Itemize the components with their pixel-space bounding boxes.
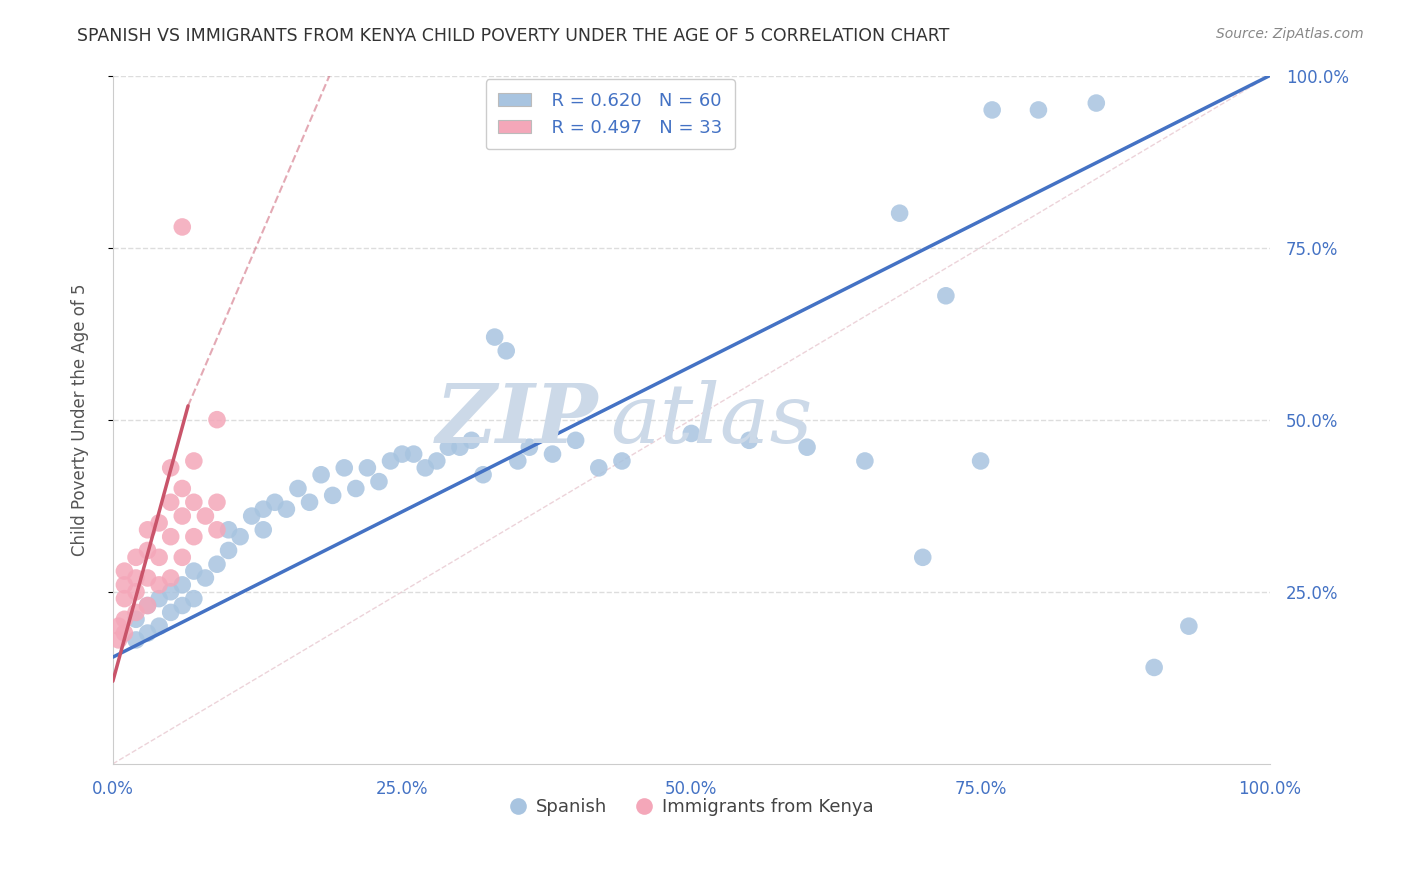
Point — [541, 447, 564, 461]
Point — [495, 343, 517, 358]
Point — [935, 289, 957, 303]
Point — [183, 530, 205, 544]
Point — [112, 578, 135, 592]
Point — [449, 440, 471, 454]
Point — [107, 619, 129, 633]
Point — [112, 626, 135, 640]
Point — [172, 578, 194, 592]
Point — [125, 571, 148, 585]
Point — [889, 206, 911, 220]
Point — [322, 488, 344, 502]
Point — [112, 612, 135, 626]
Point — [159, 460, 181, 475]
Point — [218, 543, 240, 558]
Point — [413, 460, 436, 475]
Point — [564, 434, 586, 448]
Point — [148, 578, 170, 592]
Point — [276, 502, 298, 516]
Point — [136, 599, 159, 613]
Point — [472, 467, 495, 482]
Point — [125, 632, 148, 647]
Point — [380, 454, 402, 468]
Point — [183, 564, 205, 578]
Point — [112, 564, 135, 578]
Point — [681, 426, 703, 441]
Point — [1143, 660, 1166, 674]
Point — [218, 523, 240, 537]
Point — [172, 550, 194, 565]
Point — [610, 454, 633, 468]
Point — [205, 523, 228, 537]
Point — [205, 558, 228, 572]
Point — [194, 571, 217, 585]
Point — [506, 454, 529, 468]
Point — [368, 475, 391, 489]
Point — [159, 495, 181, 509]
Point — [172, 509, 194, 524]
Point — [148, 591, 170, 606]
Point — [205, 495, 228, 509]
Point — [356, 460, 378, 475]
Point — [148, 516, 170, 530]
Point — [136, 626, 159, 640]
Point — [981, 103, 1004, 117]
Point — [159, 584, 181, 599]
Point — [252, 502, 274, 516]
Point — [125, 612, 148, 626]
Point — [796, 440, 818, 454]
Point — [738, 434, 761, 448]
Point — [136, 523, 159, 537]
Point — [853, 454, 876, 468]
Point — [229, 530, 252, 544]
Point — [112, 591, 135, 606]
Point — [172, 219, 194, 234]
Point — [183, 495, 205, 509]
Point — [1028, 103, 1050, 117]
Point — [148, 550, 170, 565]
Point — [969, 454, 991, 468]
Point — [148, 619, 170, 633]
Point — [298, 495, 321, 509]
Point — [588, 460, 610, 475]
Point — [107, 632, 129, 647]
Point — [136, 599, 159, 613]
Text: SPANISH VS IMMIGRANTS FROM KENYA CHILD POVERTY UNDER THE AGE OF 5 CORRELATION CH: SPANISH VS IMMIGRANTS FROM KENYA CHILD P… — [77, 27, 949, 45]
Point — [205, 412, 228, 426]
Y-axis label: Child Poverty Under the Age of 5: Child Poverty Under the Age of 5 — [72, 284, 89, 556]
Point — [183, 591, 205, 606]
Point — [159, 530, 181, 544]
Point — [402, 447, 425, 461]
Point — [309, 467, 332, 482]
Point — [252, 523, 274, 537]
Point — [911, 550, 934, 565]
Point — [460, 434, 482, 448]
Point — [1085, 96, 1108, 111]
Point — [519, 440, 541, 454]
Point — [172, 482, 194, 496]
Point — [287, 482, 309, 496]
Point — [172, 599, 194, 613]
Point — [437, 440, 460, 454]
Text: Source: ZipAtlas.com: Source: ZipAtlas.com — [1216, 27, 1364, 41]
Point — [125, 606, 148, 620]
Point — [1178, 619, 1201, 633]
Point — [333, 460, 356, 475]
Point — [125, 584, 148, 599]
Point — [344, 482, 367, 496]
Point — [484, 330, 506, 344]
Point — [136, 571, 159, 585]
Point — [426, 454, 449, 468]
Text: atlas: atlas — [610, 380, 813, 459]
Legend: Spanish, Immigrants from Kenya: Spanish, Immigrants from Kenya — [502, 791, 880, 823]
Point — [183, 454, 205, 468]
Point — [159, 606, 181, 620]
Point — [240, 509, 263, 524]
Text: ZIP: ZIP — [436, 380, 599, 459]
Point — [125, 550, 148, 565]
Point — [194, 509, 217, 524]
Point — [263, 495, 285, 509]
Point — [391, 447, 413, 461]
Point — [136, 543, 159, 558]
Point — [159, 571, 181, 585]
